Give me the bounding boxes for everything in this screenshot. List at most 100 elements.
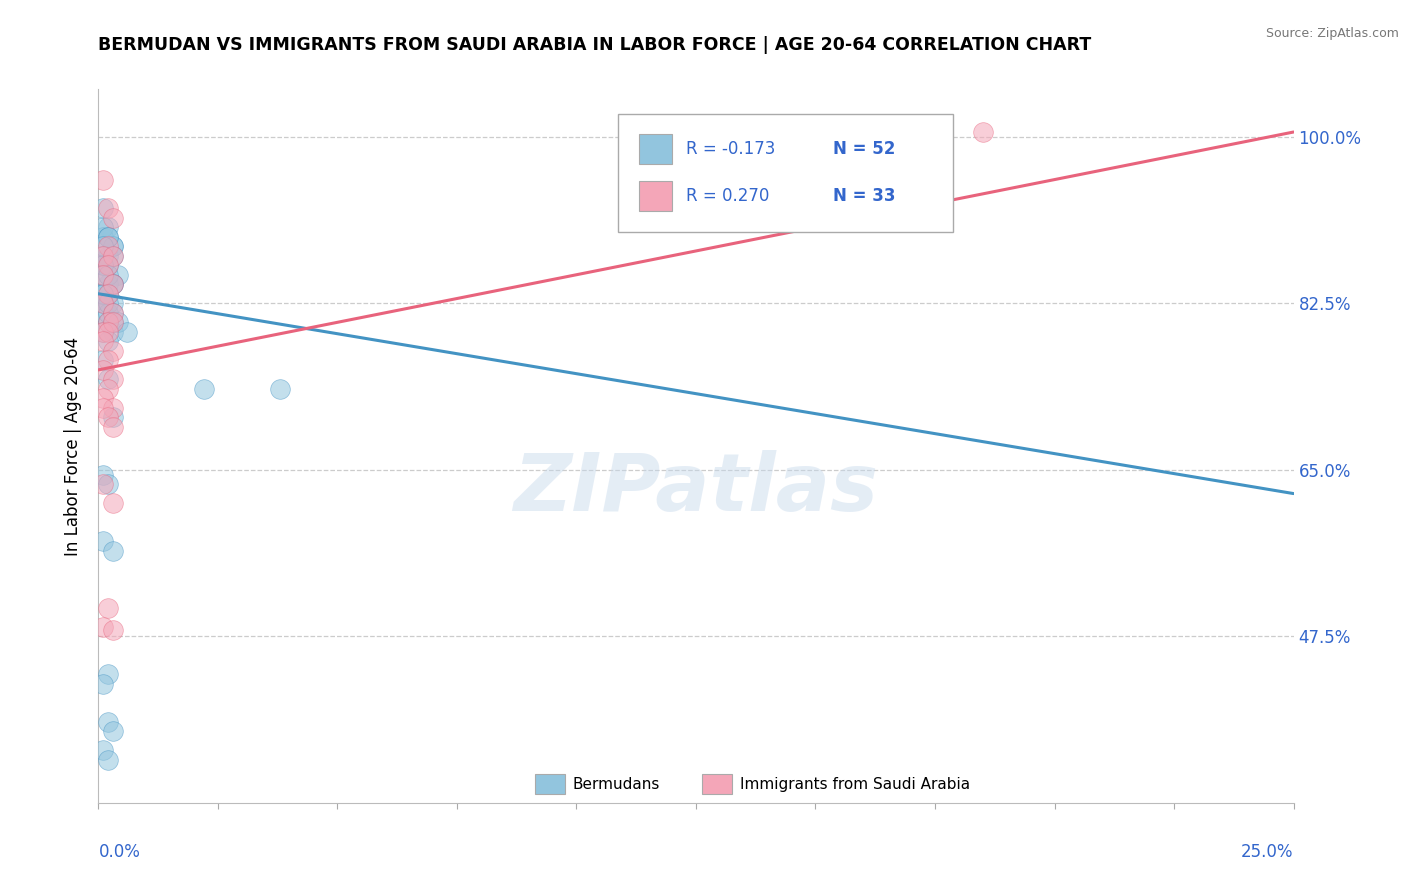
FancyBboxPatch shape bbox=[534, 774, 565, 794]
Point bbox=[101, 410, 124, 425]
FancyBboxPatch shape bbox=[638, 180, 672, 211]
Point bbox=[101, 239, 124, 253]
Point bbox=[97, 315, 120, 329]
Point bbox=[972, 125, 994, 139]
Text: N = 52: N = 52 bbox=[834, 140, 896, 158]
Point bbox=[97, 201, 120, 215]
Point bbox=[97, 714, 120, 729]
Point bbox=[97, 353, 120, 368]
Point bbox=[101, 239, 124, 253]
Point bbox=[101, 496, 124, 510]
Point bbox=[97, 220, 120, 235]
Point bbox=[101, 277, 124, 292]
Point bbox=[97, 382, 120, 396]
Point bbox=[97, 277, 120, 292]
Point bbox=[97, 286, 120, 301]
Point bbox=[107, 315, 129, 329]
Point bbox=[97, 315, 120, 329]
Text: 25.0%: 25.0% bbox=[1241, 843, 1294, 861]
Point bbox=[269, 382, 291, 396]
Point bbox=[91, 220, 114, 235]
Point bbox=[91, 249, 114, 263]
Point bbox=[91, 325, 114, 339]
Point bbox=[91, 677, 114, 691]
Point bbox=[91, 325, 114, 339]
Point bbox=[91, 620, 114, 634]
Point bbox=[91, 258, 114, 272]
Point bbox=[97, 667, 120, 681]
Point bbox=[91, 743, 114, 757]
Point bbox=[101, 211, 124, 225]
Point bbox=[91, 334, 114, 349]
Point bbox=[193, 382, 215, 396]
Point bbox=[97, 600, 120, 615]
FancyBboxPatch shape bbox=[619, 114, 953, 232]
Point bbox=[97, 258, 120, 272]
Point bbox=[97, 268, 120, 282]
Point bbox=[91, 201, 114, 215]
Point bbox=[101, 543, 124, 558]
Point bbox=[115, 325, 138, 339]
Point bbox=[97, 334, 120, 349]
Point bbox=[91, 477, 114, 491]
Point bbox=[101, 420, 124, 434]
Point bbox=[97, 286, 120, 301]
Point bbox=[101, 249, 124, 263]
Point bbox=[97, 325, 120, 339]
Point bbox=[101, 401, 124, 415]
FancyBboxPatch shape bbox=[638, 134, 672, 164]
Point bbox=[97, 753, 120, 767]
Point bbox=[91, 392, 114, 406]
Point bbox=[97, 229, 120, 244]
Point bbox=[97, 372, 120, 386]
Point bbox=[91, 249, 114, 263]
Point bbox=[91, 296, 114, 310]
Text: ZIPatlas: ZIPatlas bbox=[513, 450, 879, 528]
Point bbox=[97, 477, 120, 491]
Point bbox=[91, 229, 114, 244]
Point bbox=[97, 249, 120, 263]
Point bbox=[101, 372, 124, 386]
Point bbox=[91, 306, 114, 320]
Point bbox=[91, 268, 114, 282]
Text: Bermudans: Bermudans bbox=[572, 777, 661, 792]
Point bbox=[97, 229, 120, 244]
Point bbox=[101, 724, 124, 739]
Text: BERMUDAN VS IMMIGRANTS FROM SAUDI ARABIA IN LABOR FORCE | AGE 20-64 CORRELATION : BERMUDAN VS IMMIGRANTS FROM SAUDI ARABIA… bbox=[98, 36, 1091, 54]
Point bbox=[91, 239, 114, 253]
Point bbox=[91, 286, 114, 301]
Point bbox=[101, 277, 124, 292]
Point bbox=[101, 277, 124, 292]
Point bbox=[91, 268, 114, 282]
Point bbox=[101, 296, 124, 310]
Point bbox=[107, 268, 129, 282]
Point bbox=[91, 258, 114, 272]
Point bbox=[101, 315, 124, 329]
Point bbox=[91, 363, 114, 377]
Point bbox=[101, 343, 124, 358]
Point bbox=[91, 286, 114, 301]
Point bbox=[91, 296, 114, 310]
Point bbox=[91, 467, 114, 482]
Point bbox=[101, 315, 124, 329]
FancyBboxPatch shape bbox=[702, 774, 733, 794]
Point bbox=[97, 296, 120, 310]
Point bbox=[101, 249, 124, 263]
Text: N = 33: N = 33 bbox=[834, 186, 896, 204]
Point bbox=[97, 239, 120, 253]
Y-axis label: In Labor Force | Age 20-64: In Labor Force | Age 20-64 bbox=[63, 336, 82, 556]
Point bbox=[91, 172, 114, 186]
Point bbox=[97, 258, 120, 272]
Point bbox=[101, 306, 124, 320]
Point bbox=[97, 306, 120, 320]
Text: Immigrants from Saudi Arabia: Immigrants from Saudi Arabia bbox=[740, 777, 970, 792]
Text: 0.0%: 0.0% bbox=[98, 843, 141, 861]
Point bbox=[97, 410, 120, 425]
Point bbox=[101, 306, 124, 320]
Point bbox=[101, 623, 124, 637]
Point bbox=[91, 401, 114, 415]
Text: R = 0.270: R = 0.270 bbox=[686, 186, 769, 204]
Text: R = -0.173: R = -0.173 bbox=[686, 140, 776, 158]
Point bbox=[101, 325, 124, 339]
Point bbox=[91, 534, 114, 549]
